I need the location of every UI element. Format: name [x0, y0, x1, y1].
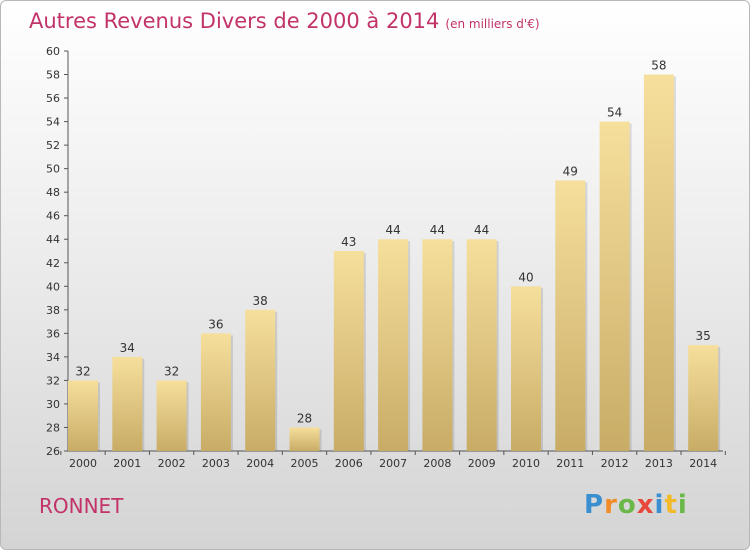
y-tick-label: 34 [46, 351, 60, 364]
y-tick-label: 36 [46, 327, 60, 340]
x-tick-label: 2008 [423, 457, 451, 470]
data-label: 38 [253, 294, 268, 308]
y-tick-label: 54 [46, 116, 60, 129]
data-labels: 32 34 32 36 38 28 43 44 44 44 40 49 54 58 35 [75, 59, 710, 426]
x-tick-label: 2000 [69, 457, 97, 470]
x-tick-label: 2013 [645, 457, 673, 470]
data-label: 49 [563, 164, 578, 178]
x-tick-label: 2012 [601, 457, 629, 470]
bar-2004 [245, 309, 276, 451]
data-label: 44 [474, 223, 489, 237]
data-label: 32 [164, 364, 179, 378]
y-tick-label: 40 [46, 280, 60, 293]
data-label: 43 [341, 235, 356, 249]
y-tick-label: 44 [46, 233, 60, 246]
data-label: 34 [120, 341, 135, 355]
x-tick-label: 2002 [158, 457, 186, 470]
y-tick-label: 42 [46, 257, 60, 270]
x-tick-label: 2007 [379, 457, 407, 470]
bar-2007 [378, 239, 409, 451]
data-label: 35 [696, 329, 711, 343]
data-label: 28 [297, 411, 312, 425]
bar-2014 [688, 345, 719, 451]
y-tick-label: 60 [46, 45, 60, 58]
commune-name: RONNET [39, 494, 124, 518]
bar-2000 [68, 380, 98, 451]
x-tick-label: 2001 [113, 457, 141, 470]
x-tick-label: 2010 [512, 457, 540, 470]
bar-2009 [466, 239, 497, 451]
x-tick-label: 2011 [556, 457, 584, 470]
proxiti-logo: Proxiti [584, 490, 688, 520]
x-tick-label: 2014 [689, 457, 717, 470]
bar-2012 [599, 121, 630, 452]
bar-2002 [156, 380, 187, 451]
bar-2011 [555, 180, 586, 452]
data-label: 58 [651, 59, 666, 73]
y-tick-label: 50 [46, 163, 60, 176]
y-tick-label: 26 [46, 445, 60, 458]
bars [68, 74, 721, 452]
bar-2006 [333, 251, 364, 451]
data-label: 44 [430, 223, 445, 237]
data-label: 36 [208, 317, 223, 331]
x-tick-label: 2003 [202, 457, 230, 470]
data-label: 54 [607, 106, 622, 120]
bar-2001 [112, 356, 143, 451]
y-tick-label: 56 [46, 92, 60, 105]
data-label: 44 [385, 223, 400, 237]
y-tick-label: 52 [46, 139, 60, 152]
x-tick-label: 2006 [335, 457, 363, 470]
y-tick-label: 30 [46, 398, 60, 411]
y-tick-label: 46 [46, 210, 60, 223]
y-tick-label: 32 [46, 374, 60, 387]
bar-2010 [511, 286, 541, 451]
chart-title: Autres Revenus Divers de 2000 à 2014 (en … [29, 9, 540, 33]
x-tick-label: 2005 [291, 457, 319, 470]
y-tick-label: 58 [46, 69, 60, 82]
bar-2003 [200, 333, 231, 451]
bar-2005 [289, 427, 320, 451]
chart-subtitle: (en milliers d'€) [445, 17, 540, 31]
x-tick-label: 2004 [246, 457, 274, 470]
bar-2008 [422, 239, 453, 451]
y-tick-label: 38 [46, 304, 60, 317]
data-label: 32 [75, 364, 90, 378]
y-tick-label: 48 [46, 186, 60, 199]
x-tick-label: 2009 [468, 457, 496, 470]
y-tick-label: 28 [46, 421, 60, 434]
data-label: 40 [518, 270, 533, 284]
bar-2013 [643, 74, 674, 451]
